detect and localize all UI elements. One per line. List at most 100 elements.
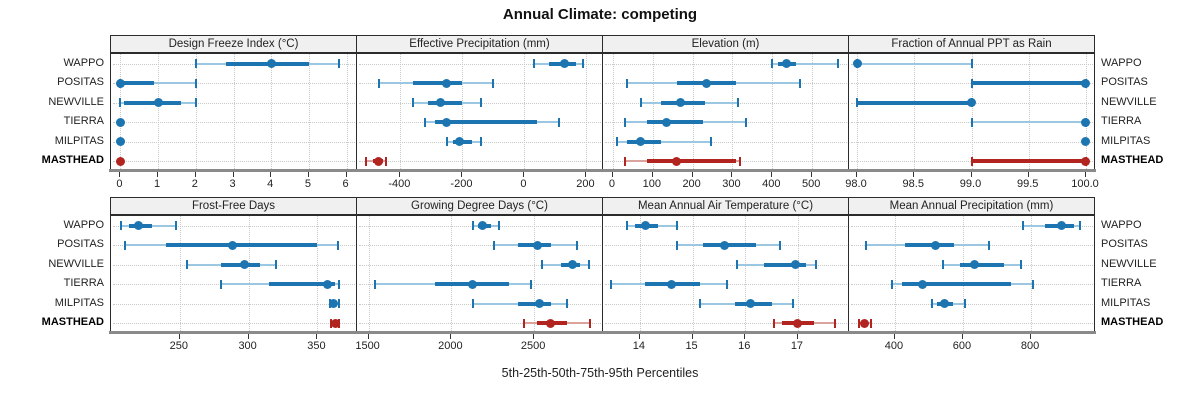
gridline-horizontal [851, 225, 1093, 227]
median-dot [240, 260, 249, 270]
median-dot [939, 299, 949, 309]
median-dot [636, 137, 646, 147]
axis-tick-label: 600 [952, 340, 972, 352]
axis-tick [691, 334, 693, 339]
iqr-band-25-75 [905, 243, 955, 248]
axis-baseline [109, 331, 1096, 334]
whisker-cap-95th [870, 318, 873, 328]
whisker-cap-5th [445, 137, 448, 147]
iqr-band-25-75 [901, 282, 1011, 287]
median-dot [852, 59, 862, 69]
row-label-left-wappo: WAPPO [63, 218, 104, 231]
whisker-cap-5th [639, 98, 642, 108]
axis-tick [533, 334, 535, 339]
axis-tick-label: 300 [238, 340, 257, 352]
gridline-vertical [308, 54, 310, 170]
median-dot [322, 279, 332, 289]
whisker-cap-5th [377, 78, 380, 88]
median-dot [115, 78, 125, 88]
axis-tick [450, 334, 452, 339]
gridline-vertical [914, 54, 916, 170]
median-dot [746, 299, 756, 309]
whisker-cap-95th [338, 299, 341, 309]
median-dot [227, 240, 237, 250]
axis-tick [961, 334, 963, 339]
iqr-band-25-75 [971, 159, 1086, 164]
median-dot [781, 59, 791, 69]
median-dot [672, 156, 682, 166]
axis-tick [856, 172, 857, 177]
whisker-cap-95th [725, 279, 728, 289]
gridline-horizontal [113, 323, 355, 325]
axis-tick [651, 172, 653, 177]
median-dot [1081, 137, 1091, 147]
gridline-vertical [894, 216, 896, 332]
gridline-horizontal [359, 63, 601, 65]
axis-tick-label: 0 [520, 178, 527, 190]
axis-tick [194, 172, 196, 177]
iqr-band-25-75 [269, 282, 336, 287]
whisker-cap-5th [699, 299, 702, 309]
gridline-vertical [317, 216, 319, 332]
whisker-cap-5th [119, 221, 122, 231]
whisker-cap-95th [337, 240, 340, 250]
gridline-vertical [692, 216, 694, 332]
whisker-cap-5th [185, 260, 188, 270]
axis-tick-label: 0 [116, 178, 123, 190]
gridline-horizontal [113, 122, 355, 124]
panel-mean-annual-air-temperature-c [602, 215, 849, 332]
axis-tick [461, 172, 463, 177]
whisker-cap-5th [424, 117, 427, 127]
axis-tick-label: 99.5 [1017, 178, 1039, 190]
whisker-cap-5th [623, 156, 626, 166]
whisker-cap-5th [123, 240, 126, 250]
median-dot [719, 240, 729, 250]
axis-tick [247, 334, 249, 339]
gridline-vertical [1028, 54, 1030, 170]
whisker-cap-95th [675, 221, 678, 231]
whisker-cap-5th [736, 260, 739, 270]
axis-tick-label: 1500 [355, 340, 380, 352]
iqr-band-25-75 [646, 159, 737, 164]
gridline-horizontal [113, 161, 355, 163]
median-dot [478, 221, 488, 231]
row-label-left-wappo: WAPPO [63, 56, 104, 69]
row-label-right-newville: NEWVILLE [1101, 95, 1157, 108]
whisker-cap-95th [275, 260, 278, 270]
gridline-horizontal [605, 264, 847, 266]
whisker-5-95 [616, 140, 711, 143]
row-label-left-positas: POSITAS [57, 76, 104, 89]
median-dot [442, 78, 452, 88]
axis-tick-label: 2000 [438, 340, 463, 352]
whisker-5-95 [971, 121, 1086, 124]
whisker-cap-5th [541, 260, 544, 270]
iqr-band-25-75 [124, 100, 181, 105]
median-dot [266, 59, 276, 69]
gridline-vertical [772, 54, 774, 170]
axis-tick [691, 172, 693, 177]
axis-tick-label: 0 [608, 178, 616, 190]
whisker-5-95 [120, 82, 196, 85]
median-dot [134, 221, 144, 231]
gridline-horizontal [359, 323, 601, 325]
row-label-right-wappo: WAPPO [1101, 218, 1142, 231]
whisker-cap-95th [737, 98, 740, 108]
axis-tick-label: 2 [191, 178, 198, 190]
axis-tick [970, 172, 972, 177]
whisker-cap-95th [987, 240, 990, 250]
panel-header-frost-free-days: Frost-Free Days [110, 197, 357, 215]
row-label-right-milpitas: MILPITAS [1101, 134, 1151, 147]
axis-tick-label: 800 [1020, 340, 1040, 352]
panel-effective-precipitation-mm [356, 53, 603, 170]
gridline-vertical [1031, 216, 1033, 332]
gridline-horizontal [851, 303, 1093, 305]
axis-tick [744, 334, 746, 339]
whisker-cap-95th [589, 318, 592, 328]
axis-tick [796, 334, 798, 339]
axis-tick-label: -200 [450, 178, 473, 190]
row-label-left-newville: NEWVILLE [48, 95, 104, 108]
whisker-cap-95th [566, 299, 569, 309]
whisker-cap-5th [890, 279, 893, 289]
whisker-cap-95th [1031, 279, 1034, 289]
gridline-horizontal [113, 83, 355, 85]
